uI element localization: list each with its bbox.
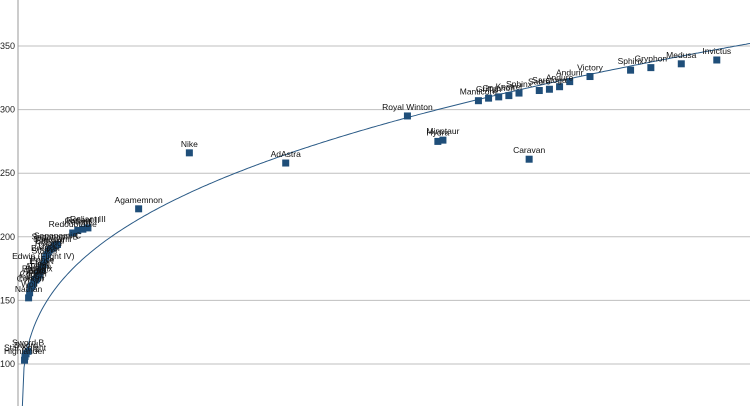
point-label: Reliant II [66,215,100,225]
point-label: Stalker [32,246,59,256]
point-label: Ares [28,265,45,275]
point-label: Medusa [666,50,697,60]
point-label: Star Knight [4,342,47,352]
data-point [505,92,513,100]
data-point [24,347,32,355]
y-tick-label: 150 [0,295,15,305]
data-point [556,83,564,91]
point-label: Victory [577,63,604,73]
data-point [84,224,92,232]
data-point [515,89,523,97]
data-point [474,97,482,105]
point-label: Saganami [33,234,71,244]
data-point [485,94,493,102]
data-point [54,240,61,248]
point-label: Sphinx [618,56,645,66]
data-point [79,225,87,233]
point-label: Hydra [427,127,450,137]
point-label: Manticore [460,87,498,97]
point-label: Edward [35,236,64,246]
point-label: Reliant III [70,214,106,224]
point-label: Invictus [702,46,731,56]
data-point [26,289,34,297]
data-point [403,112,411,120]
data-point [525,155,533,163]
grid-lines [18,45,750,365]
point-label: Caravan [513,145,545,155]
data-point [545,85,553,93]
point-label: Avalon [25,261,51,271]
data-point [39,261,47,269]
point-label: Saganami-C [34,230,81,240]
point-label: Rigel [26,266,45,276]
data-point [185,149,193,157]
point-label: Phoenix [22,264,53,274]
data-point [74,226,82,234]
point-label: Courier [20,269,48,279]
point-label: Redoubtable [49,219,97,229]
data-point [713,56,721,64]
data-point [627,66,635,74]
point-label: Gryphon [635,54,668,64]
point-label: Saratoga [532,75,567,85]
y-tick-label: 350 [0,41,15,51]
point-label: Sword [14,340,38,350]
point-label: Saganami-B [32,232,79,242]
point-label: Sword B [12,337,44,347]
point-label: Griffon [476,84,502,94]
point-label: Prince [30,255,54,265]
point-label: Highlander [4,346,45,356]
data-point [647,64,655,72]
point-label: Agamemnon [115,195,163,205]
point-label: Reliant [65,216,92,226]
data-point [69,229,77,237]
point-label: Nathan [15,284,43,294]
y-tick-label: 300 [0,105,15,115]
y-tick-label: 250 [0,168,15,178]
point-label: Falcon [19,272,45,282]
point-label: Sphinx [506,79,533,89]
point-label: 100 [26,271,40,281]
point-label: Edwin (Flight IV) [12,251,75,261]
point-label: Nike [181,139,198,149]
data-point [282,159,290,167]
data-points [21,56,721,364]
point-label: Condor [17,274,45,284]
data-point [21,356,29,364]
data-point [135,205,143,213]
data-point [495,93,503,101]
y-tick-labels: 100 150 200 250 300 350 [0,41,15,369]
data-point [586,73,594,81]
point-label: Escort [29,256,54,266]
data-point [566,78,574,86]
y-tick-label: 100 [0,359,15,369]
point-label: Andurir [556,68,584,78]
data-point [38,265,46,273]
point-label: AdAstra [271,149,302,159]
y-tick-label: 200 [0,232,15,242]
data-point [439,136,447,144]
trendline [21,43,750,406]
point-label: Breaker [31,243,61,253]
data-point [25,294,33,302]
point-label: Dark [38,241,57,251]
point-label: Sabre [528,77,551,87]
data-point [434,137,442,145]
point-label: Andure [546,73,574,83]
point-label: Minotaur [426,126,459,136]
data-point [677,60,685,68]
point-label: Gryphon [482,83,515,93]
point-label: Fleet [30,258,50,268]
data-point [535,87,543,95]
point-label: Wolf [21,279,38,289]
point-label: Royal Winton [382,102,433,112]
point-label: Talon [29,261,50,271]
point-label: Kestrel [496,82,523,92]
point-label: Roland [35,238,62,248]
point-label: Apollo [23,266,47,276]
